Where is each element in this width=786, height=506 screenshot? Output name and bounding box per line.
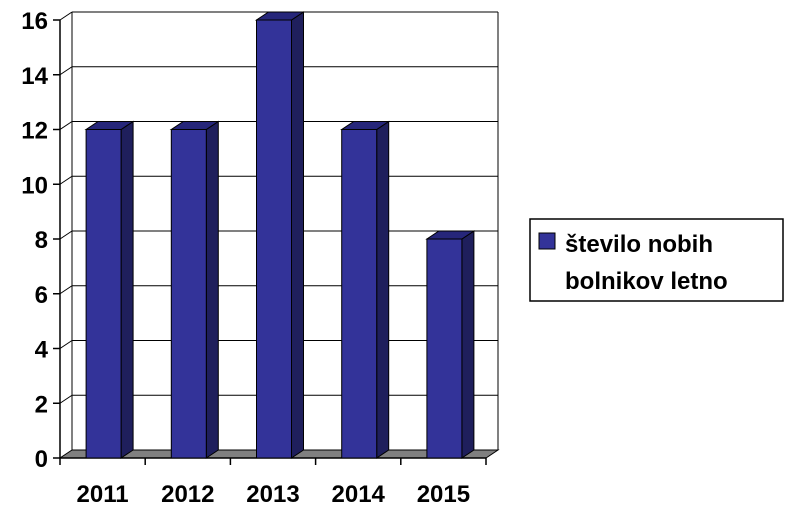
x-tick-label-2012: 2012: [161, 481, 214, 506]
gridline-diag-8: [59, 230, 73, 240]
bar-front-2015: [426, 238, 463, 459]
bar-side-2013: [291, 11, 304, 459]
x-tick-label-2013: 2013: [246, 481, 299, 506]
y-tick-label-14: 14: [21, 63, 48, 90]
x-tick-label-2014: 2014: [332, 481, 386, 506]
bar-2014: [340, 120, 391, 459]
bar-side-2014: [376, 120, 390, 459]
bar-2013: [254, 11, 306, 459]
bar-2011: [84, 120, 135, 459]
gridline-diag-2: [59, 394, 73, 404]
y-tick-label-6: 6: [35, 282, 48, 309]
bar-2012: [169, 120, 220, 459]
axes: [53, 19, 487, 465]
bar-side-2011: [120, 120, 134, 459]
bar-front-2014: [341, 129, 378, 459]
gridline-diag-12: [59, 121, 73, 130]
y-tick-label-2: 2: [35, 391, 48, 418]
bar-front-2011: [85, 129, 122, 459]
gridline-diag-16: [59, 11, 73, 21]
y-tick-label-4: 4: [35, 337, 49, 364]
bar-side-2012: [205, 120, 219, 459]
tick-labels: 0 2 4 6 8 10 12 14 16 2011 2012 2013 2014 2015: [21, 8, 470, 506]
bar-side-2015: [461, 230, 475, 459]
bar-2015: [425, 230, 476, 459]
legend-box: [529, 218, 784, 302]
y-tick-label-10: 10: [21, 172, 48, 199]
gridline-diag-4: [59, 340, 73, 349]
legend-swatch: [538, 232, 556, 250]
legend-label-line1: število nobih: [565, 231, 713, 258]
y-tick-label-12: 12: [21, 118, 48, 145]
bars: [84, 11, 476, 459]
bar-front-2012: [170, 129, 207, 459]
y-tick-label-8: 8: [35, 227, 48, 254]
legend: število nobih bolnikov letno: [529, 218, 784, 302]
gridline-diag-6: [59, 285, 73, 295]
gridline-diag-10: [59, 175, 73, 185]
y-tick-label-16: 16: [21, 8, 48, 35]
bar-front-2013: [256, 19, 292, 459]
legend-label-line2: bolnikov letno: [565, 268, 728, 295]
gridline-diag-14: [59, 66, 73, 76]
x-tick-label-2015: 2015: [417, 481, 470, 506]
x-tick-label-2011: 2011: [77, 481, 129, 506]
y-tick-label-0: 0: [35, 446, 48, 473]
